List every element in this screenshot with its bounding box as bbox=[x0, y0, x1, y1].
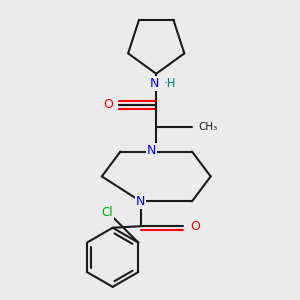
Text: N: N bbox=[147, 144, 156, 157]
Text: Cl: Cl bbox=[101, 206, 113, 220]
Text: N: N bbox=[150, 76, 159, 90]
Text: O: O bbox=[103, 98, 113, 111]
Text: CH₃: CH₃ bbox=[198, 122, 217, 132]
Text: N: N bbox=[136, 195, 146, 208]
Text: O: O bbox=[190, 220, 200, 233]
Text: ·H: ·H bbox=[164, 76, 176, 90]
